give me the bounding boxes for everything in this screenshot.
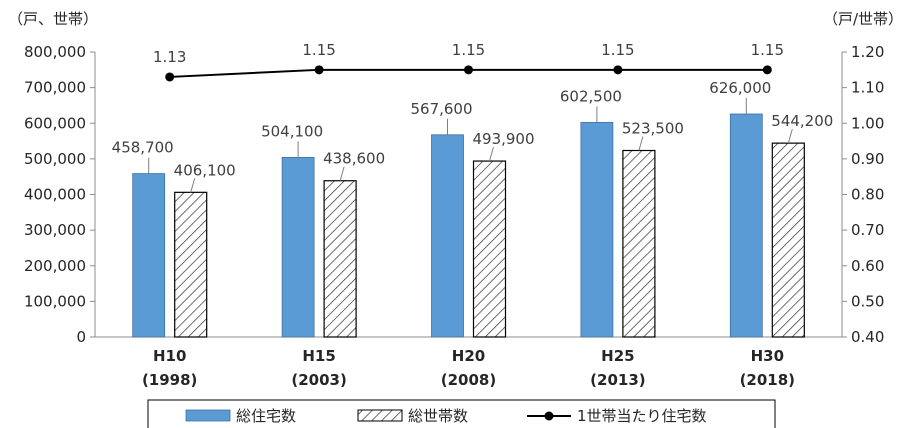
left-tick-label: 100,000 — [24, 292, 86, 310]
category-year-label: (2018) — [740, 371, 795, 389]
category-year-label: (2003) — [291, 371, 346, 389]
data-label-total-households: 493,900 — [472, 130, 534, 148]
line-point — [762, 65, 772, 75]
left-tick-label: 400,000 — [24, 186, 86, 204]
category-year-label: (2008) — [441, 371, 496, 389]
left-tick-label: 200,000 — [24, 257, 86, 275]
data-label-ratio: 1.15 — [452, 41, 485, 59]
category-year-label: (2013) — [590, 371, 645, 389]
data-label-total-households: 406,100 — [174, 161, 236, 179]
category-year-label: (1998) — [142, 371, 197, 389]
data-label-ratio: 1.13 — [153, 48, 186, 66]
right-tick-label: 0.60 — [851, 257, 884, 275]
line-point — [613, 65, 623, 75]
category-label: H25 — [601, 347, 634, 365]
category-label: H10 — [153, 347, 186, 365]
right-tick-label: 0.40 — [851, 328, 884, 346]
bar-total-housing — [132, 173, 166, 338]
left-tick-label: 600,000 — [24, 114, 86, 132]
leader-line — [489, 146, 494, 162]
data-label-ratio: 1.15 — [751, 41, 784, 59]
bar-total-households — [174, 191, 208, 338]
bar-total-housing — [580, 121, 614, 338]
leader-line — [638, 136, 644, 151]
bar-total-households — [472, 160, 507, 338]
right-tick-label: 1.20 — [851, 43, 884, 61]
data-label-total-households: 544,200 — [771, 112, 833, 130]
leader-line — [787, 128, 793, 144]
line-point — [314, 65, 324, 75]
right-tick-label: 0.50 — [851, 292, 884, 310]
left-axis-unit: （戸、世帯） — [8, 10, 98, 28]
legend-swatch-total-housing — [185, 409, 231, 422]
legend-swatch-total-households — [357, 409, 403, 422]
legend-box — [147, 399, 776, 428]
right-tick-label: 0.70 — [851, 221, 884, 239]
line-point — [464, 65, 473, 75]
bar-total-housing — [281, 157, 315, 338]
left-tick-label: 0 — [76, 328, 86, 346]
data-label-total-housing: 458,700 — [112, 139, 174, 157]
right-tick-label: 0.80 — [851, 186, 884, 204]
legend-label-ratio: 1世帯当たり住宅数 — [577, 407, 707, 425]
bar-total-households — [622, 149, 656, 338]
data-label-ratio: 1.15 — [302, 41, 335, 59]
left-tick-label: 700,000 — [24, 79, 86, 97]
bar-total-households — [323, 180, 357, 338]
bar-total-housing — [729, 113, 763, 338]
leader-line — [190, 178, 196, 193]
category-label: H15 — [302, 347, 335, 365]
right-axis-unit: （戸/世帯） — [823, 10, 903, 28]
line-point — [165, 72, 175, 82]
data-label-ratio: 1.15 — [601, 41, 634, 59]
leader-line — [339, 166, 345, 181]
legend-label-total-households: 総世帯数 — [408, 407, 468, 425]
left-tick-label: 800,000 — [24, 43, 86, 61]
data-label-total-households: 523,500 — [622, 120, 684, 138]
category-label: H20 — [452, 347, 485, 365]
data-label-total-housing: 567,600 — [410, 100, 472, 118]
right-tick-label: 1.00 — [851, 114, 884, 132]
data-label-total-housing: 602,500 — [560, 87, 622, 105]
legend-swatch-marker — [544, 411, 554, 421]
category-label: H30 — [751, 347, 784, 365]
left-tick-label: 300,000 — [24, 221, 86, 239]
bar-total-housing — [431, 134, 464, 338]
legend-label-total-housing: 総住宅数 — [236, 407, 296, 425]
data-label-total-housing: 504,100 — [261, 122, 323, 140]
bar-total-households — [771, 142, 805, 338]
data-label-total-housing: 626,000 — [709, 79, 771, 97]
data-label-total-households: 438,600 — [323, 150, 385, 168]
left-tick-label: 500,000 — [24, 150, 86, 168]
right-tick-label: 0.90 — [851, 150, 884, 168]
right-tick-label: 1.10 — [851, 79, 884, 97]
